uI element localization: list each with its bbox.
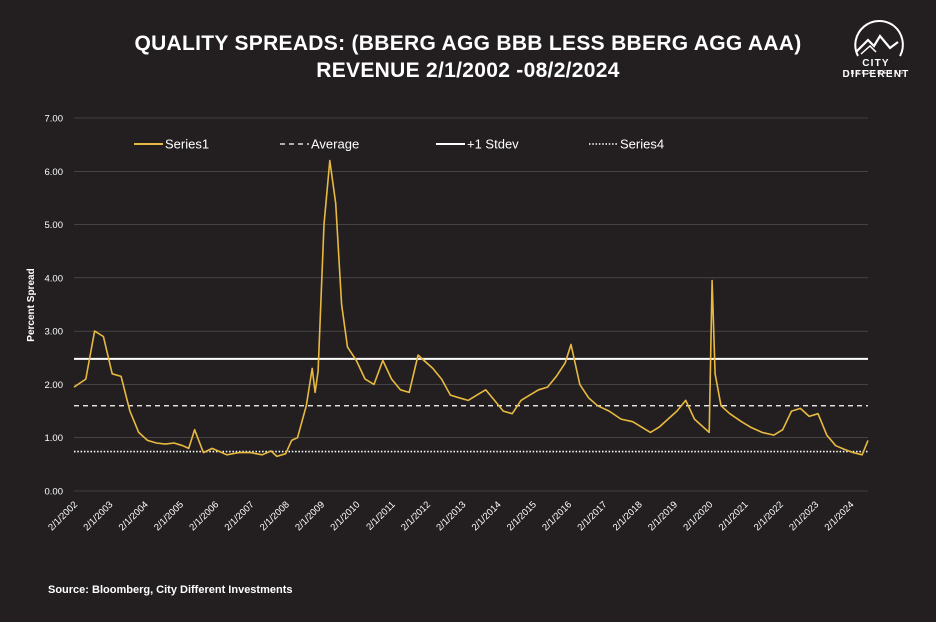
y-axis-label: Percent Spread: [26, 268, 37, 341]
y-tick-label: 7.00: [45, 114, 64, 125]
x-tick-label: 2/1/2013: [434, 499, 468, 533]
x-tick-label: 2/1/2015: [505, 499, 539, 533]
x-tick-label: 2/1/2008: [258, 499, 292, 533]
x-tick-label: 2/1/2022: [752, 499, 786, 533]
x-tick-label: 2/1/2012: [399, 499, 433, 533]
x-tick-label: 2/1/2003: [81, 499, 115, 533]
series1-line: [73, 159, 869, 458]
x-tick-label: 2/1/2021: [717, 499, 751, 533]
series-layer: [73, 159, 869, 458]
grid-layer: [74, 117, 868, 492]
x-tick-label: 2/1/2009: [293, 499, 327, 533]
x-tick-label: 2/1/2023: [787, 499, 821, 533]
x-tick-label: 2/1/2011: [364, 499, 397, 532]
x-tick-label: 2/1/2019: [646, 499, 680, 533]
legend-label: Series4: [620, 137, 664, 152]
chart-title: QUALITY SPREADS: (BBERG AGG BBB LESS BBE…: [0, 30, 936, 84]
x-tick-label: 2/1/2005: [152, 499, 186, 533]
y-tick-label: 5.00: [45, 220, 64, 231]
x-tick-label: 2/1/2007: [223, 499, 257, 533]
y-tick-label: 2.00: [45, 380, 64, 391]
legend: Series1 Average +1 Stdev Series4: [134, 137, 664, 152]
x-tick-label: 2/1/2016: [540, 499, 574, 533]
x-tick-label: 2/1/2020: [681, 499, 715, 533]
y-tick-label: 0.00: [45, 487, 64, 498]
legend-label: Series1: [165, 137, 209, 152]
x-tick-label: 2/1/2004: [117, 499, 151, 533]
x-tick-label: 2/1/2006: [187, 499, 221, 533]
y-tick-label: 6.00: [45, 167, 64, 178]
x-tick-label: 2/1/2010: [329, 499, 363, 533]
x-tick-label: 2/1/2014: [470, 499, 504, 533]
y-tick-label: 4.00: [45, 273, 64, 284]
x-tick-label: 2/1/2024: [823, 499, 857, 533]
source-note: Source: Bloomberg, City Different Invest…: [48, 584, 293, 596]
legend-label: Average: [311, 137, 359, 152]
y-tick-labels: 0.00 1.00 2.00 3.00 4.00 5.00 6.00 7.00: [45, 114, 64, 498]
logo-sub: INVESTMENTS: [847, 70, 905, 76]
mountain-circle-icon: [854, 19, 904, 57]
x-tick-labels: 2/1/2002 2/1/2003 2/1/2004 2/1/2005 2/1/2006…: [46, 499, 856, 533]
y-tick-label: 1.00: [45, 433, 64, 444]
legend-label: +1 Stdev: [467, 137, 519, 152]
x-tick-label: 2/1/2002: [46, 499, 80, 533]
x-tick-label: 2/1/2018: [611, 499, 645, 533]
title-line-1: QUALITY SPREADS: (BBERG AGG BBB LESS BBE…: [134, 32, 802, 55]
company-logo: CITY DIFFERENT INVESTMENTS: [828, 12, 924, 92]
y-tick-label: 3.00: [45, 327, 64, 338]
title-line-2: REVENUE 2/1/2002 -08/2/2024: [316, 59, 620, 82]
logo-name: CITY DIFFERENT: [842, 58, 910, 80]
x-tick-label: 2/1/2017: [576, 499, 610, 533]
